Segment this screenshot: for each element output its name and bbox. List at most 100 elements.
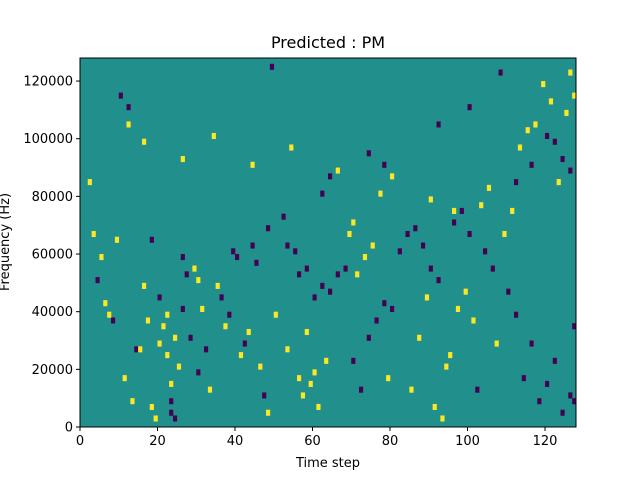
heatmap-cell-high xyxy=(471,317,476,324)
heatmap-cell-high xyxy=(176,363,182,370)
heatmap-cell-low xyxy=(335,271,340,278)
chart-title: Predicted : PM xyxy=(271,33,385,52)
heatmap-cell-low xyxy=(537,398,542,405)
heatmap-cell-high xyxy=(308,380,313,387)
heatmap-cell-high xyxy=(494,340,499,347)
heatmap-cell-low xyxy=(560,409,565,416)
x-axis-label: Time step xyxy=(295,456,360,471)
heatmap-cell-low xyxy=(312,294,317,301)
heatmap-cell-high xyxy=(362,254,368,261)
heatmap-cell-high xyxy=(145,317,151,324)
heatmap-cell-high xyxy=(246,328,251,336)
heatmap-cell-low xyxy=(490,265,495,272)
heatmap-cell-low xyxy=(320,282,325,289)
heatmap-cell-high xyxy=(510,207,515,214)
heatmap-cell-low xyxy=(514,311,519,318)
heatmap-cell-low xyxy=(250,242,255,249)
heatmap-cell-low xyxy=(382,161,387,168)
heatmap-cell-high xyxy=(258,363,263,370)
heatmap-cell-high xyxy=(196,277,201,284)
heatmap-cell-high xyxy=(300,392,306,399)
heatmap-cell-high xyxy=(157,340,162,347)
heatmap-cell-high xyxy=(541,81,546,88)
heatmap-cell-low xyxy=(281,213,286,220)
heatmap-cell-high xyxy=(351,219,356,226)
heatmap-cell-low xyxy=(328,288,333,295)
heatmap-cell-high xyxy=(192,265,197,272)
heatmap-cell-low xyxy=(572,323,577,330)
y-tick-label: 100000 xyxy=(23,132,73,147)
heatmap-cell-high xyxy=(572,92,577,99)
heatmap-cell-high xyxy=(448,352,453,359)
heatmap-cell-low xyxy=(529,340,534,347)
heatmap-cell-high xyxy=(424,294,430,301)
heatmap-cell-high xyxy=(455,305,461,312)
y-axis-ticks: 0 20000 40000 60000 80000 100000 120000 xyxy=(23,75,80,436)
heatmap-cell-high xyxy=(289,144,294,151)
heatmap-cell-low xyxy=(126,104,131,111)
heatmap-cell-high xyxy=(312,369,317,376)
heatmap-cell-low xyxy=(552,138,557,145)
heatmap-cell-low xyxy=(343,265,348,272)
heatmap-cell-low xyxy=(118,92,123,99)
heatmap-cell-high xyxy=(486,184,492,191)
heatmap-cell-high xyxy=(463,288,468,295)
heatmap-cell-high xyxy=(564,109,569,116)
heatmap-cell-low xyxy=(359,386,364,393)
heatmap-cell-high xyxy=(556,179,561,186)
heatmap-cell-low xyxy=(304,265,309,272)
heatmap-cell-low xyxy=(436,277,441,284)
heatmap-cell-high xyxy=(103,300,108,307)
heatmap-cell-high xyxy=(517,144,523,151)
heatmap-cell-high xyxy=(169,380,174,387)
heatmap-cell-low xyxy=(568,392,573,399)
heatmap-cell-low xyxy=(428,265,433,272)
heatmap-cell-high xyxy=(304,328,309,336)
y-tick-label: 40000 xyxy=(32,305,73,320)
y-tick-label: 80000 xyxy=(32,190,73,205)
heatmap-cell-low xyxy=(572,398,577,405)
heatmap-cell-high xyxy=(142,282,147,289)
plot-area xyxy=(80,58,576,427)
heatmap-cell-low xyxy=(397,248,402,255)
heatmap-cell-low xyxy=(134,346,139,353)
heatmap-cell-low xyxy=(180,254,185,261)
heatmap-cell-low xyxy=(269,63,275,70)
heatmap-cell-low xyxy=(366,150,371,157)
heatmap-cell-high xyxy=(285,346,290,353)
heatmap-cell-high xyxy=(215,282,220,289)
plot-frame xyxy=(79,57,577,428)
x-tick-label: 0 xyxy=(76,434,84,449)
heatmap-cell-low xyxy=(95,277,100,284)
heatmap-cell-low xyxy=(421,242,426,249)
heatmap-cell-high xyxy=(370,242,375,249)
heatmap-cell-low xyxy=(320,190,325,197)
heatmap-cell-low xyxy=(188,334,193,341)
heatmap-cell-high xyxy=(165,311,170,318)
heatmap-cell-low xyxy=(374,317,379,324)
heatmap-cell-low xyxy=(111,317,116,324)
y-tick-label: 0 xyxy=(65,421,73,436)
heatmap-cell-low xyxy=(545,132,550,140)
heatmap-cell-high xyxy=(440,415,445,422)
heatmap-cell-low xyxy=(173,415,178,422)
heatmap-cell-low xyxy=(254,259,259,266)
heatmap-cell-high xyxy=(87,179,92,186)
heatmap-cell-low xyxy=(390,305,395,312)
heatmap-cell-low xyxy=(242,340,247,347)
heatmap-cell-high xyxy=(502,230,507,238)
heatmap-cell-high xyxy=(91,230,96,238)
x-tick-label: 80 xyxy=(382,434,399,449)
heatmap-cells xyxy=(87,63,577,422)
heatmap-cell-low xyxy=(328,173,333,180)
heatmap-cell-high xyxy=(428,196,433,203)
heatmap-cell-high xyxy=(533,121,538,128)
heatmap-cell-high xyxy=(211,132,216,140)
heatmap-background xyxy=(80,58,576,427)
heatmap-cell-high xyxy=(130,398,135,405)
heatmap-cell-high xyxy=(149,403,154,411)
heatmap-cell-low xyxy=(297,271,302,278)
heatmap-cell-high xyxy=(238,352,244,359)
heatmap-cell-low xyxy=(483,248,488,255)
